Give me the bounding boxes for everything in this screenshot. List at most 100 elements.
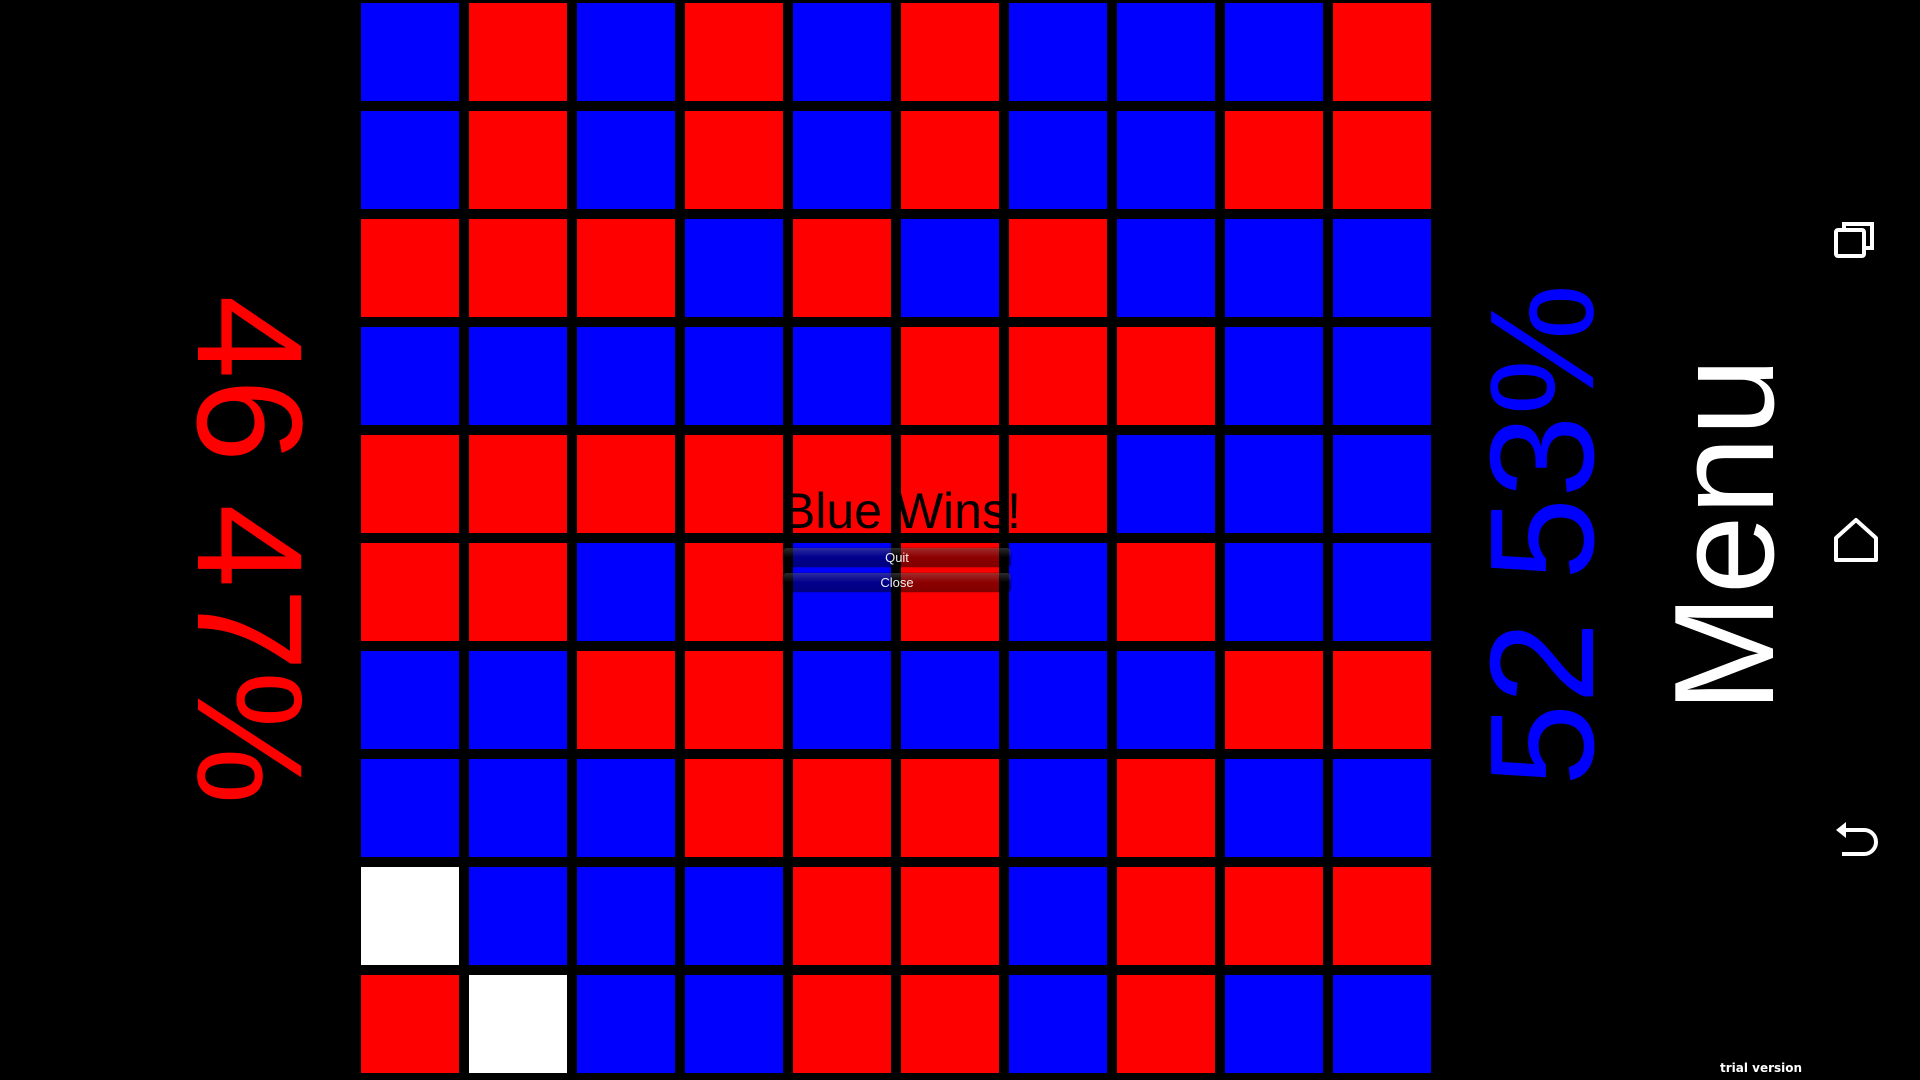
board-cell[interactable] — [901, 975, 999, 1073]
board-cell[interactable] — [1225, 3, 1323, 101]
board-cell[interactable] — [1225, 759, 1323, 857]
board-cell[interactable] — [1009, 111, 1107, 209]
board-cell[interactable] — [577, 759, 675, 857]
board-cell[interactable] — [901, 759, 999, 857]
board-cell[interactable] — [1225, 327, 1323, 425]
board-cell[interactable] — [469, 327, 567, 425]
board-cell[interactable] — [685, 975, 783, 1073]
board-cell[interactable] — [577, 111, 675, 209]
board-cell[interactable] — [1333, 327, 1431, 425]
board-cell[interactable] — [793, 327, 891, 425]
board-cell[interactable] — [361, 975, 459, 1073]
board-cell[interactable] — [361, 435, 459, 533]
board-cell[interactable] — [1333, 975, 1431, 1073]
board-cell[interactable] — [1333, 867, 1431, 965]
board-cell[interactable] — [361, 543, 459, 641]
board-cell[interactable] — [1333, 3, 1431, 101]
board-cell[interactable] — [469, 219, 567, 317]
board-cell[interactable] — [1333, 543, 1431, 641]
board-cell[interactable] — [469, 867, 567, 965]
board-cell[interactable] — [685, 327, 783, 425]
board-cell[interactable] — [901, 327, 999, 425]
board-cell[interactable] — [469, 975, 567, 1073]
board-cell[interactable] — [685, 219, 783, 317]
board-cell[interactable] — [793, 3, 891, 101]
board-cell[interactable] — [469, 651, 567, 749]
board-cell[interactable] — [469, 759, 567, 857]
board-cell[interactable] — [793, 435, 891, 533]
board-cell[interactable] — [1225, 543, 1323, 641]
board-cell[interactable] — [469, 111, 567, 209]
board-cell[interactable] — [685, 543, 783, 641]
recent-apps-icon[interactable] — [1830, 214, 1882, 266]
board-cell[interactable] — [577, 435, 675, 533]
board-cell[interactable] — [1333, 111, 1431, 209]
board-cell[interactable] — [577, 651, 675, 749]
board-cell[interactable] — [793, 219, 891, 317]
board-cell[interactable] — [577, 327, 675, 425]
board-cell[interactable] — [901, 111, 999, 209]
board-cell[interactable] — [577, 867, 675, 965]
board-cell[interactable] — [1009, 435, 1107, 533]
board-cell[interactable] — [577, 975, 675, 1073]
board-cell[interactable] — [577, 219, 675, 317]
board-cell[interactable] — [1333, 435, 1431, 533]
board-cell[interactable] — [1225, 219, 1323, 317]
board-cell[interactable] — [1117, 111, 1215, 209]
board-cell[interactable] — [361, 651, 459, 749]
board-cell[interactable] — [1009, 327, 1107, 425]
board-cell[interactable] — [1009, 975, 1107, 1073]
board-cell[interactable] — [1009, 219, 1107, 317]
board-cell[interactable] — [1009, 867, 1107, 965]
back-icon[interactable] — [1830, 814, 1882, 866]
board-cell[interactable] — [1117, 651, 1215, 749]
board-cell[interactable] — [1117, 327, 1215, 425]
home-icon[interactable] — [1830, 514, 1882, 566]
board-cell[interactable] — [469, 543, 567, 641]
board-cell[interactable] — [793, 651, 891, 749]
board-cell[interactable] — [1117, 867, 1215, 965]
board-cell[interactable] — [1117, 3, 1215, 101]
board-cell[interactable] — [793, 975, 891, 1073]
board-cell[interactable] — [1117, 435, 1215, 533]
close-button[interactable]: Close — [783, 573, 1011, 592]
board-cell[interactable] — [361, 759, 459, 857]
board-cell[interactable] — [901, 867, 999, 965]
board-cell[interactable] — [361, 111, 459, 209]
board-cell[interactable] — [577, 543, 675, 641]
board-cell[interactable] — [1225, 435, 1323, 533]
board-cell[interactable] — [793, 759, 891, 857]
board-cell[interactable] — [901, 3, 999, 101]
board-cell[interactable] — [577, 3, 675, 101]
board-cell[interactable] — [1117, 759, 1215, 857]
board-cell[interactable] — [361, 3, 459, 101]
board-cell[interactable] — [1225, 975, 1323, 1073]
board-cell[interactable] — [1333, 759, 1431, 857]
board-cell[interactable] — [1225, 867, 1323, 965]
board-cell[interactable] — [901, 435, 999, 533]
board-cell[interactable] — [901, 219, 999, 317]
board-cell[interactable] — [1333, 219, 1431, 317]
board-cell[interactable] — [469, 3, 567, 101]
board-cell[interactable] — [685, 759, 783, 857]
board-cell[interactable] — [685, 867, 783, 965]
board-cell[interactable] — [1009, 543, 1107, 641]
board-cell[interactable] — [685, 3, 783, 101]
board-cell[interactable] — [1225, 651, 1323, 749]
board-cell[interactable] — [361, 867, 459, 965]
quit-button[interactable]: Quit — [783, 548, 1011, 567]
board-cell[interactable] — [901, 651, 999, 749]
board-cell[interactable] — [1117, 975, 1215, 1073]
board-cell[interactable] — [793, 867, 891, 965]
board-cell[interactable] — [469, 435, 567, 533]
board-cell[interactable] — [1225, 111, 1323, 209]
menu-button[interactable]: Menu — [1645, 357, 1804, 713]
board-cell[interactable] — [1009, 759, 1107, 857]
board-cell[interactable] — [685, 651, 783, 749]
board-cell[interactable] — [793, 111, 891, 209]
board-cell[interactable] — [685, 111, 783, 209]
board-cell[interactable] — [1009, 3, 1107, 101]
board-cell[interactable] — [1009, 651, 1107, 749]
board-cell[interactable] — [1117, 543, 1215, 641]
board-cell[interactable] — [685, 435, 783, 533]
